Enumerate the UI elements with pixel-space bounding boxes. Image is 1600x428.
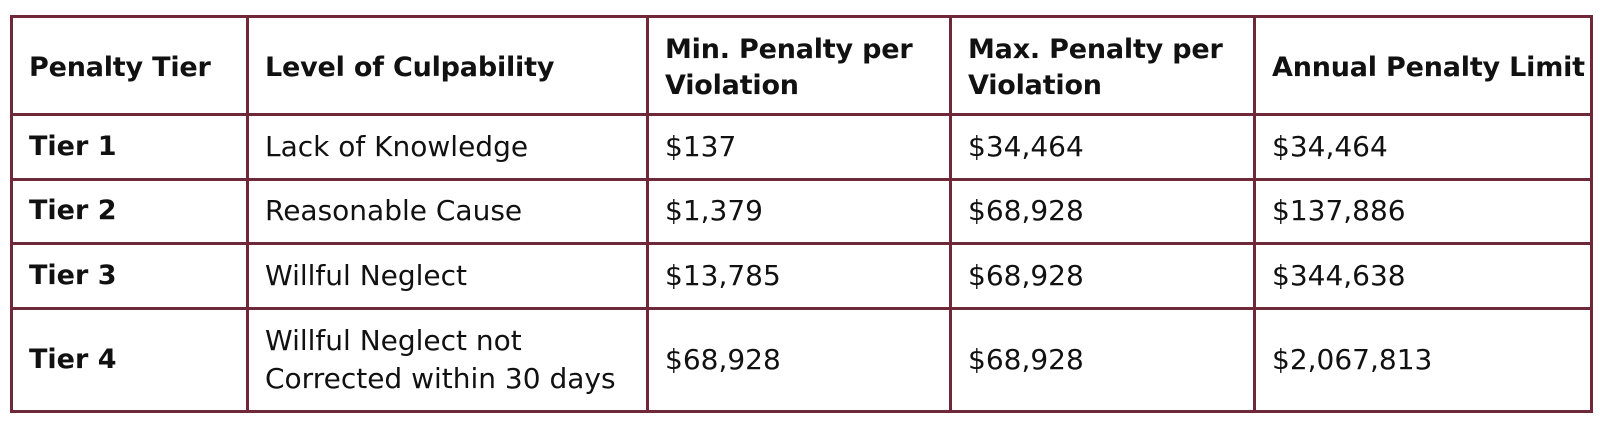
table-row: Tier 4 Willful Neglect not Corrected wit…	[10, 306, 1593, 414]
header-max-penalty: Max. Penalty per Violation	[949, 15, 1256, 116]
culpability-cell: Lack of Knowledge	[246, 113, 649, 181]
tier-cell: Tier 4	[10, 306, 249, 414]
annual-limit-cell: $34,464	[1253, 113, 1593, 181]
culpability-cell: Willful Neglect not Corrected within 30 …	[246, 306, 649, 414]
header-min-penalty: Min. Penalty per Violation	[646, 15, 952, 116]
header-level-of-culpability: Level of Culpability	[246, 15, 649, 116]
header-penalty-tier: Penalty Tier	[10, 15, 249, 116]
table-header-row: Penalty Tier Level of Culpability Min. P…	[10, 15, 1593, 116]
table-row: Tier 1 Lack of Knowledge $137 $34,464 $3…	[10, 113, 1593, 181]
max-penalty-cell: $68,928	[949, 242, 1256, 310]
annual-limit-cell: $344,638	[1253, 242, 1593, 310]
annual-limit-cell: $137,886	[1253, 177, 1593, 246]
tier-cell: Tier 1	[10, 113, 249, 181]
culpability-cell: Willful Neglect	[246, 242, 649, 310]
header-annual-limit: Annual Penalty Limit	[1253, 15, 1593, 116]
min-penalty-cell: $68,928	[646, 306, 952, 414]
annual-limit-cell: $2,067,813	[1253, 306, 1593, 414]
max-penalty-cell: $68,928	[949, 177, 1256, 246]
hipaa-penalty-table: Penalty Tier Level of Culpability Min. P…	[10, 15, 1593, 414]
tier-cell: Tier 3	[10, 242, 249, 310]
max-penalty-cell: $68,928	[949, 306, 1256, 414]
min-penalty-cell: $1,379	[646, 177, 952, 246]
table-row: Tier 2 Reasonable Cause $1,379 $68,928 $…	[10, 177, 1593, 246]
culpability-cell: Reasonable Cause	[246, 177, 649, 246]
table-row: Tier 3 Willful Neglect $13,785 $68,928 $…	[10, 242, 1593, 310]
min-penalty-cell: $137	[646, 113, 952, 181]
tier-cell: Tier 2	[10, 177, 249, 246]
min-penalty-cell: $13,785	[646, 242, 952, 310]
max-penalty-cell: $34,464	[949, 113, 1256, 181]
